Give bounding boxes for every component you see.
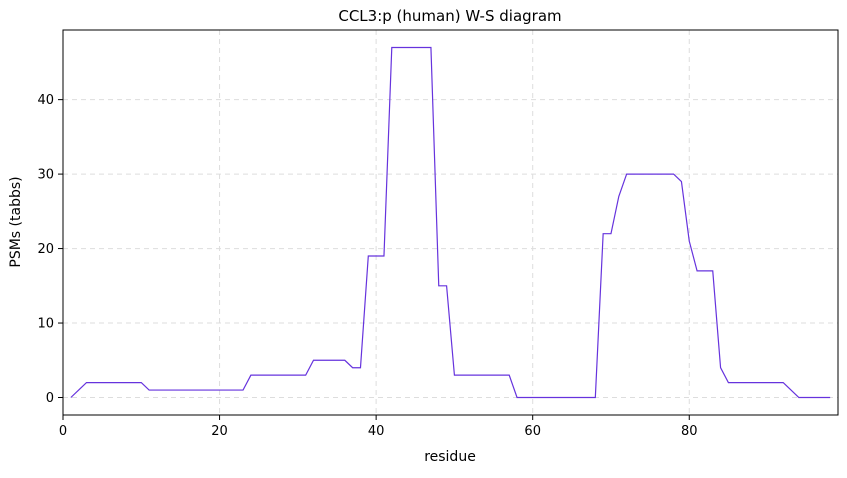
x-axis-label: residue — [424, 449, 476, 465]
plot-frame — [62, 29, 839, 416]
y-tick-label: 10 — [37, 317, 54, 332]
chart-title: CCL3:p (human) W-S diagram — [338, 7, 561, 25]
y-tick-label: 40 — [37, 93, 54, 108]
x-tick-label: 80 — [681, 424, 698, 439]
x-tick-label: 40 — [368, 424, 385, 439]
y-axis-label: PSMs (tabbs) — [8, 176, 24, 267]
line-series — [70, 46, 831, 399]
x-tick-label: 0 — [59, 424, 67, 439]
y-tick-label: 20 — [37, 242, 54, 257]
x-tick-label: 20 — [211, 424, 228, 439]
x-tick-label: 60 — [524, 424, 541, 439]
y-tick-label: 30 — [37, 168, 54, 183]
y-tick-label: 0 — [46, 391, 54, 406]
